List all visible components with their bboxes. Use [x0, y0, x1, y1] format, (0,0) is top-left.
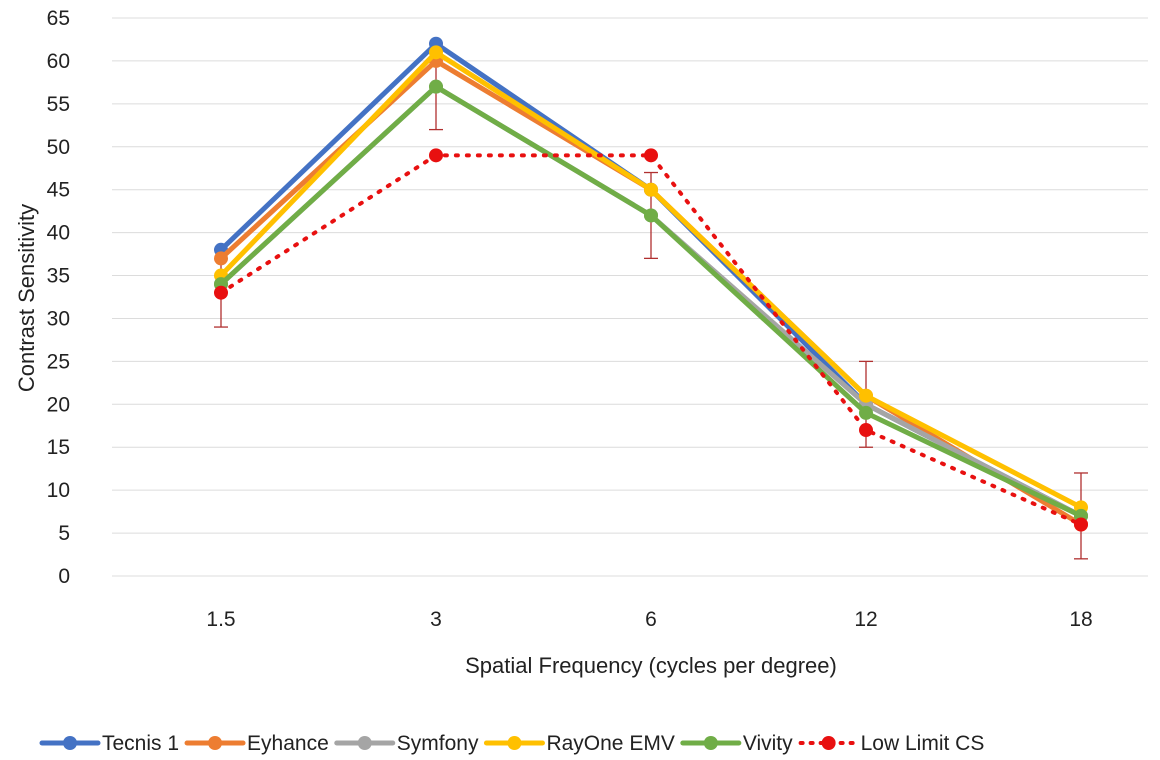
y-tick-label: 50	[47, 136, 70, 159]
legend-label: Symfony	[397, 732, 479, 755]
x-axis-title: Spatial Frequency (cycles per degree)	[465, 653, 837, 678]
legend-label: Tecnis 1	[102, 732, 179, 755]
legend-label: Vivity	[743, 732, 793, 755]
data-point	[214, 285, 228, 300]
data-point	[644, 208, 658, 223]
y-tick-label: 25	[47, 350, 70, 373]
data-point	[859, 405, 873, 420]
data-point	[859, 423, 873, 438]
y-tick-label: 5	[58, 522, 70, 545]
data-point	[429, 79, 443, 94]
error-bars	[214, 43, 1088, 560]
legend-swatch-marker	[208, 736, 223, 750]
x-tick-label: 6	[645, 608, 657, 631]
y-tick-label: 0	[58, 565, 70, 588]
legend: Tecnis 1 Eyhance Symfony RayOne EMV Vivity Lo…	[39, 732, 985, 755]
x-tick-label: 12	[854, 608, 877, 631]
data-point	[1074, 517, 1088, 532]
data-point	[429, 45, 443, 60]
y-tick-label: 55	[47, 93, 70, 116]
data-point	[214, 251, 228, 266]
y-tick-label: 10	[47, 479, 70, 502]
x-axis-ticks: 1.5 3 6 12 18	[206, 608, 1092, 631]
y-tick-label: 30	[47, 307, 70, 330]
y-tick-label: 60	[47, 50, 70, 73]
data-point	[859, 388, 873, 403]
series-low-limit-cs	[214, 148, 1088, 532]
legend-swatch-marker	[63, 736, 77, 750]
legend-swatch-marker	[821, 736, 836, 750]
data-point	[644, 182, 658, 197]
x-tick-label: 3	[430, 608, 442, 631]
legend-item: Tecnis 1	[39, 732, 179, 755]
data-point	[644, 148, 658, 163]
series-line	[218, 49, 1084, 510]
y-axis-title: Contrast Sensitivity	[14, 204, 39, 392]
data-point	[429, 148, 443, 163]
x-tick-label: 1.5	[206, 608, 235, 631]
y-tick-label: 40	[47, 222, 70, 245]
legend-label: Low Limit CS	[861, 732, 985, 755]
x-tick-label: 18	[1069, 608, 1092, 631]
y-tick-label: 65	[47, 7, 70, 30]
series-eyhance	[214, 53, 1088, 532]
legend-label: RayOne EMV	[546, 732, 674, 755]
y-tick-label: 20	[47, 393, 70, 416]
legend-swatch-marker	[507, 736, 522, 750]
legend-item: Vivity	[680, 732, 793, 755]
y-tick-label: 15	[47, 436, 70, 459]
y-tick-label: 45	[47, 179, 70, 202]
legend-item: RayOne EMV	[483, 732, 675, 755]
legend-swatch-marker	[357, 736, 372, 750]
y-tick-label: 35	[47, 265, 70, 288]
gridlines	[112, 17, 1148, 577]
y-axis-ticks: 0 5 10 15 20 25 30 35 40 45 50 55 60 65	[47, 7, 70, 588]
legend-item: Eyhance	[184, 732, 329, 755]
legend-swatch-marker	[703, 736, 718, 750]
series-lines	[214, 36, 1088, 532]
legend-item: Symfony	[334, 732, 479, 755]
legend-item: Low Limit CS	[798, 732, 985, 755]
series-rayone-emv	[214, 45, 1088, 515]
legend-label: Eyhance	[247, 732, 329, 755]
